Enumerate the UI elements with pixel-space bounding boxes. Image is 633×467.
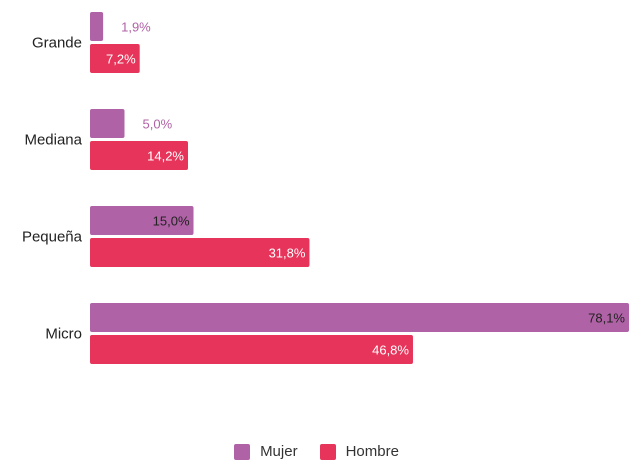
category-label-pequena: Pequeña [22, 229, 83, 246]
category-label-micro: Micro [45, 326, 82, 343]
legend-swatch-hombre [319, 443, 336, 460]
bar-hombre-pequena [90, 238, 310, 267]
value-label-hombre-micro: 46,8% [372, 343, 409, 358]
legend-item-hombre: Hombre [319, 443, 399, 460]
bar-hombre-grande [90, 44, 140, 73]
legend-label-hombre: Hombre [345, 443, 399, 460]
bar-hombre-mediana [90, 141, 188, 170]
legend: Mujer Hombre [0, 443, 633, 460]
value-label-hombre-pequena: 31,8% [269, 246, 306, 261]
value-label-mujer-grande: 1,9% [121, 20, 151, 35]
bar-mujer-mediana [90, 109, 125, 138]
legend-label-mujer: Mujer [260, 443, 298, 460]
value-label-hombre-mediana: 14,2% [147, 149, 184, 164]
bar-hombre-micro [90, 335, 413, 364]
value-label-hombre-grande: 7,2% [106, 52, 136, 67]
bar-mujer-pequena [90, 206, 194, 235]
bar-mujer-micro [90, 303, 629, 332]
bar-mujer-grande [90, 12, 104, 41]
value-label-mujer-pequena: 15,0% [153, 214, 190, 229]
category-label-grande: Grande [32, 35, 82, 52]
legend-item-mujer: Mujer [234, 443, 298, 460]
value-label-mujer-micro: 78,1% [588, 311, 625, 326]
value-label-mujer-mediana: 5,0% [143, 117, 173, 132]
legend-swatch-mujer [234, 443, 251, 460]
category-label-mediana: Mediana [24, 132, 82, 149]
